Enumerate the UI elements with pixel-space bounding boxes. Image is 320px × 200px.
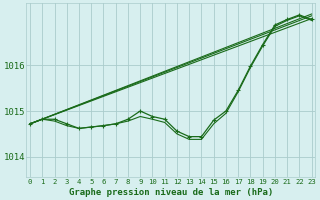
X-axis label: Graphe pression niveau de la mer (hPa): Graphe pression niveau de la mer (hPa) <box>69 188 273 197</box>
